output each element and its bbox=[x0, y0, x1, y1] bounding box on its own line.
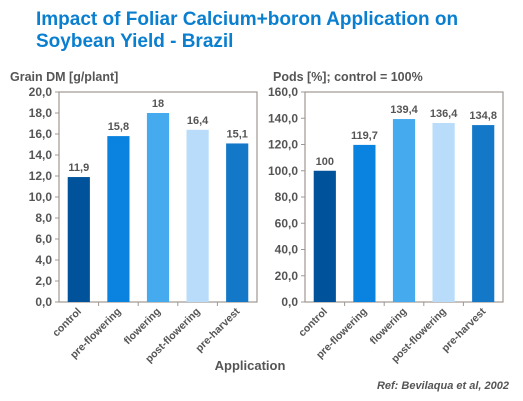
right-data-label: 134,8 bbox=[469, 110, 497, 122]
left-ytick-label: 2,0 bbox=[35, 274, 52, 288]
left-ytick-label: 0,0 bbox=[35, 295, 52, 309]
right-category-label: flowering bbox=[368, 306, 409, 347]
right-ytick-label: 40,0 bbox=[275, 243, 299, 257]
right-bar-pre-harvest bbox=[472, 125, 495, 302]
left-ytick-label: 14,0 bbox=[29, 148, 53, 162]
right-ytick-label: 20,0 bbox=[275, 269, 299, 283]
title-line-1: Impact of Foliar Calcium+boron Applicati… bbox=[36, 9, 459, 30]
left-data-label: 16,4 bbox=[187, 115, 209, 127]
left-ytick-label: 18,0 bbox=[29, 106, 53, 120]
right-ytick-label: 0,0 bbox=[281, 295, 298, 309]
right-data-label: 136,4 bbox=[430, 108, 458, 120]
right-ytick-label: 140,0 bbox=[268, 111, 298, 125]
left-ytick-label: 6,0 bbox=[35, 232, 52, 246]
page-title: Impact of Foliar Calcium+boron Applicati… bbox=[36, 9, 516, 53]
right-data-label: 100 bbox=[316, 156, 334, 168]
left-bar-pre-harvest bbox=[226, 143, 249, 302]
left-ytick-label: 16,0 bbox=[29, 127, 53, 141]
left-data-label: 18 bbox=[152, 98, 164, 110]
right-chart-title: Pods [%]; control = 100% bbox=[273, 70, 423, 84]
left-ytick-label: 8,0 bbox=[35, 211, 52, 225]
title-line-2: Soybean Yield - Brazil bbox=[36, 31, 234, 52]
left-category-label: flowering bbox=[122, 306, 163, 347]
right-ytick-label: 60,0 bbox=[275, 216, 299, 230]
left-bar-flowering bbox=[146, 113, 170, 302]
reference-note: Ref: Bevilaqua et al, 2002 bbox=[376, 380, 509, 392]
left-ytick-label: 20,0 bbox=[29, 85, 53, 99]
right-data-label: 119,7 bbox=[351, 130, 378, 142]
left-ytick-label: 4,0 bbox=[35, 253, 52, 267]
left-ytick-label: 12,0 bbox=[29, 169, 53, 183]
left-bar-control bbox=[67, 177, 90, 302]
right-ytick-label: 80,0 bbox=[275, 190, 299, 204]
left-data-label: 15,1 bbox=[226, 128, 247, 140]
left-chart-title: Grain DM [g/plant] bbox=[10, 70, 119, 84]
left-bar-post-flowering bbox=[186, 129, 209, 302]
right-ytick-label: 120,0 bbox=[268, 138, 298, 152]
right-data-label: 139,4 bbox=[390, 104, 418, 116]
right-bar-pre-flowering bbox=[353, 144, 376, 302]
left-ytick-label: 10,0 bbox=[29, 190, 53, 204]
left-data-label: 15,8 bbox=[108, 121, 129, 133]
right-ytick-label: 100,0 bbox=[268, 164, 298, 178]
right-bar-control bbox=[313, 170, 336, 302]
x-axis-title: Application bbox=[214, 358, 286, 373]
right-bar-flowering bbox=[392, 119, 416, 302]
left-bar-pre-flowering bbox=[107, 136, 130, 302]
right-ytick-label: 160,0 bbox=[268, 85, 298, 99]
right-bar-post-flowering bbox=[432, 122, 455, 302]
right-category-label: control bbox=[296, 306, 330, 340]
left-category-label: control bbox=[50, 306, 84, 340]
left-data-label: 11,9 bbox=[68, 162, 89, 174]
